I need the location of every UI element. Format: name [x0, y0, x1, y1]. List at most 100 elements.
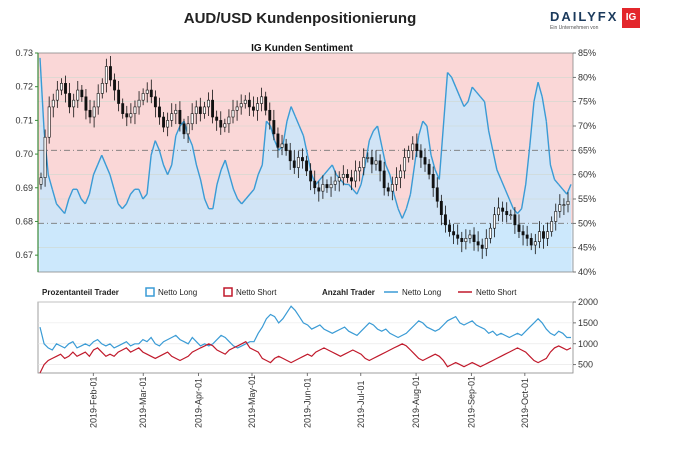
- long-percent-segment: [109, 174, 115, 190]
- long-percent-segment: [146, 155, 152, 195]
- candle-body: [394, 177, 398, 185]
- candle-body: [219, 120, 223, 128]
- candle-body: [51, 99, 55, 108]
- candle-body: [439, 200, 443, 216]
- long-percent-segment: [257, 164, 263, 175]
- long-percent-segment: [261, 121, 268, 165]
- candle-body: [411, 143, 415, 152]
- candle-body: [170, 113, 174, 121]
- long-percent-segment: [130, 188, 136, 195]
- long-percent-segment: [237, 198, 243, 205]
- candle-body: [202, 106, 206, 114]
- long-percent-segment: [368, 130, 375, 141]
- long-percent-segment: [520, 184, 527, 209]
- long-percent-segment: [187, 135, 193, 146]
- long-percent-segment: [179, 120, 185, 127]
- left-axis-tick-label: 0.70: [15, 149, 33, 159]
- candle-body: [554, 211, 558, 222]
- candle-body: [133, 106, 137, 114]
- long-percent-segment: [487, 130, 494, 151]
- candle-body: [403, 157, 407, 172]
- long-percent-segment: [286, 106, 292, 122]
- long-percent-segment: [496, 169, 502, 180]
- candle-body: [468, 234, 472, 239]
- count-long-line: [39, 305, 571, 351]
- candle-body: [358, 167, 362, 172]
- long-percent-segment: [76, 188, 82, 200]
- long-percent-segment: [245, 193, 251, 200]
- long-percent-segment: [533, 82, 539, 102]
- candle-body: [84, 96, 88, 111]
- long-percent-segment: [80, 198, 86, 205]
- candle-body: [488, 227, 492, 239]
- candle-body: [333, 180, 337, 185]
- candle-body: [317, 187, 321, 192]
- legend-count-long-label: Netto Long: [402, 288, 441, 297]
- candle-body: [301, 157, 304, 162]
- candle-body: [546, 231, 550, 239]
- count-panel: 500 1000 1500 2000 2019-Feb-01 2019-Mar-01 201…: [37, 297, 598, 428]
- candle-body: [337, 177, 341, 182]
- candle-body: [113, 79, 116, 91]
- long-percent-segment: [290, 106, 296, 117]
- long-percent-segment: [92, 164, 99, 175]
- long-percent-segment: [154, 140, 161, 151]
- long-percent-segment: [483, 101, 490, 131]
- candle-body: [92, 106, 96, 118]
- long-percent-segment: [442, 72, 449, 127]
- long-percent-segment: [360, 164, 366, 185]
- right-axis-tick-label: 45%: [578, 243, 596, 253]
- candle-body: [280, 143, 284, 148]
- candle-body: [525, 234, 529, 239]
- candle-body: [227, 116, 231, 125]
- x-axis-tick-label: 2019-May-01: [247, 375, 257, 428]
- candle-body: [272, 120, 276, 135]
- long-percent-segment: [162, 164, 169, 175]
- dailyfx-logo: DAILYFX Ein Unternehmen von IG: [546, 8, 640, 36]
- long-percent-segment: [220, 159, 226, 171]
- candle-body: [260, 96, 264, 104]
- long-percent-segment: [55, 203, 62, 210]
- chart-title: AUD/USD Kundenpositionierung: [183, 10, 417, 27]
- long-percent-segment: [558, 183, 564, 190]
- long-percent-segment: [39, 57, 45, 131]
- long-percent-segment: [113, 189, 119, 205]
- long-percent-segment: [348, 183, 354, 190]
- long-percent-segment: [549, 164, 556, 180]
- candle-body: [153, 96, 157, 108]
- candle-body: [374, 160, 378, 165]
- candle-body: [501, 207, 505, 212]
- long-percent-segment: [171, 135, 177, 166]
- long-percent-segment: [319, 174, 325, 180]
- long-percent-segment: [150, 140, 156, 156]
- candle-body: [80, 89, 84, 98]
- legend-pct-short-swatch: [223, 287, 233, 297]
- candle-body: [321, 184, 325, 192]
- long-percent-segment: [212, 184, 218, 209]
- candle-body: [284, 143, 288, 152]
- candle-body: [178, 109, 182, 125]
- legend-count-short-label: Netto Short: [476, 288, 517, 297]
- long-percent-segment: [199, 179, 206, 200]
- candle-body: [47, 106, 51, 138]
- long-percent-segment: [430, 155, 436, 170]
- candle-body: [325, 184, 329, 189]
- long-percent-segment: [385, 164, 391, 175]
- candle-body: [239, 103, 243, 108]
- long-percent-segment: [352, 188, 358, 195]
- long-percent-segment: [121, 203, 127, 210]
- x-axis-tick-label: 2019-Apr-01: [194, 378, 204, 428]
- long-percent-segment: [216, 169, 222, 185]
- candle-body: [350, 177, 353, 182]
- count-axis-tick-label: 1500: [578, 318, 598, 328]
- long-percent-segment: [282, 121, 288, 146]
- long-percent-segment: [434, 169, 440, 180]
- candle-body: [96, 93, 100, 108]
- candle-body: [456, 234, 460, 239]
- candle-body: [198, 106, 202, 114]
- candle-body: [296, 157, 300, 168]
- long-percent-segment: [315, 179, 321, 185]
- candle-body: [256, 103, 259, 111]
- right-axis-tick-label: 40%: [578, 267, 596, 277]
- long-percent-segment: [516, 208, 523, 215]
